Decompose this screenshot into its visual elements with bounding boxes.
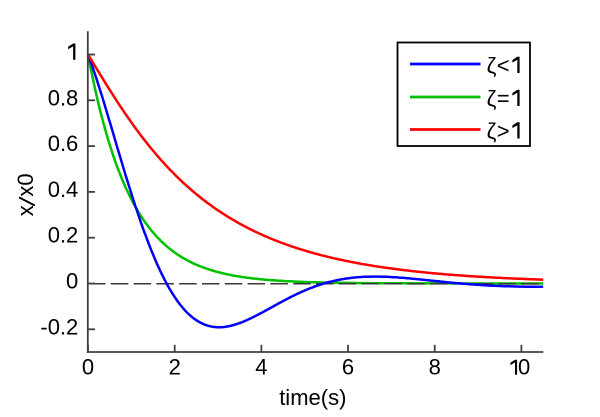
- svg-text:0: 0: [82, 355, 94, 380]
- svg-text:0.8: 0.8: [48, 85, 79, 110]
- svg-text:ζ: ζ: [487, 119, 497, 144]
- svg-text:0: 0: [66, 269, 78, 294]
- svg-text:8: 8: [429, 355, 441, 380]
- svg-text:x0: x0: [13, 173, 38, 196]
- svg-text:<: <: [497, 53, 510, 78]
- svg-text:ζ: ζ: [487, 53, 497, 78]
- svg-text:2: 2: [169, 355, 181, 380]
- svg-text:0.6: 0.6: [48, 131, 79, 156]
- svg-text:x: x: [13, 205, 38, 216]
- svg-text:ζ: ζ: [487, 86, 497, 111]
- svg-text:=: =: [497, 86, 510, 111]
- svg-text:6: 6: [342, 355, 354, 380]
- svg-text:0.2: 0.2: [48, 223, 79, 248]
- svg-text:0: 0: [518, 355, 530, 380]
- svg-text:-0.2: -0.2: [40, 314, 78, 339]
- svg-text:time(s): time(s): [279, 385, 346, 410]
- svg-text:0.4: 0.4: [48, 177, 79, 202]
- svg-text:>: >: [497, 119, 510, 144]
- svg-text:4: 4: [255, 355, 267, 380]
